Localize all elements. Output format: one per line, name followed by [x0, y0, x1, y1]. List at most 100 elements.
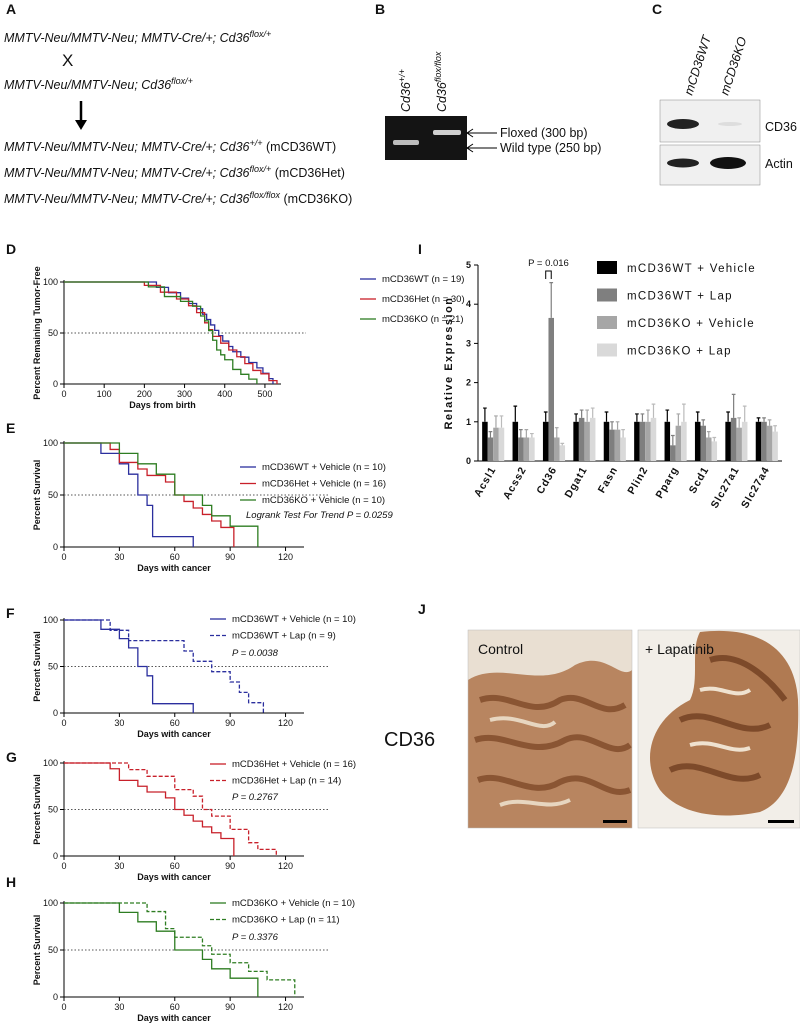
y-tick-label: 0: [53, 851, 58, 861]
error-bar: [742, 405, 747, 422]
error-bar: [635, 413, 639, 422]
blot-band: [718, 122, 742, 126]
error-bar: [706, 431, 711, 438]
survival-curve: [64, 442, 194, 547]
error-bar: [483, 407, 487, 422]
condition-label: + Lapatinib: [645, 641, 714, 657]
annotation: P = 0.2767: [232, 792, 279, 803]
panel-label: H: [6, 874, 16, 890]
legend-label: mCD36KO + Vehicle (n = 10): [262, 495, 385, 506]
y-axis-label: Percent Remaining Tumor-Free: [32, 266, 42, 399]
x-tick-label: 30: [114, 861, 124, 871]
genotype: MMTV-Neu/MMTV-Neu; MMTV-Cre/+; Cd36flox/…: [4, 164, 345, 180]
y-axis-label: Percent Survival: [32, 631, 42, 702]
x-tick-label: 100: [97, 389, 112, 399]
x-axis-label: Days with cancer: [137, 563, 211, 573]
legend-label: mCD36Het + Vehicle (n = 16): [232, 759, 356, 770]
bar: [730, 417, 737, 461]
bar: [694, 421, 701, 461]
survival-curve: [64, 442, 259, 547]
legend-swatch: [597, 288, 617, 302]
x-tick-label: Fasn: [596, 465, 621, 496]
error-bar: [640, 413, 645, 422]
y-tick-label: 0: [53, 542, 58, 552]
bar: [741, 421, 748, 461]
band-label: Wild type (250 bp): [500, 141, 601, 155]
bar: [706, 437, 712, 461]
x-tick-label: 0: [61, 718, 66, 728]
bar: [493, 427, 499, 461]
cross: X: [62, 51, 73, 70]
x-tick-label: Slc27a1: [709, 465, 742, 511]
x-tick-label: 90: [225, 861, 235, 871]
bar: [614, 429, 621, 461]
y-tick-label: 50: [48, 490, 58, 500]
error-bar: [549, 282, 554, 318]
bar: [650, 417, 657, 461]
bar: [675, 425, 682, 461]
error-bar: [695, 411, 700, 422]
error-bar: [499, 415, 504, 428]
bar: [670, 445, 676, 461]
y-tick-label: 50: [48, 805, 58, 815]
bar: [725, 421, 731, 461]
survival-curve: [64, 762, 235, 856]
bar: [603, 421, 610, 461]
bar: [498, 427, 505, 461]
bar: [542, 421, 549, 461]
bar: [609, 429, 615, 461]
histology-image: [467, 629, 633, 829]
error-bar: [560, 442, 565, 446]
x-tick-label: Pparg: [653, 465, 681, 501]
legend-label: mCD36WT + Vehicle (n = 10): [232, 614, 356, 625]
y-tick-label: 1: [466, 417, 471, 427]
condition-label: Control: [478, 641, 523, 657]
legend-swatch: [597, 261, 617, 274]
x-tick-label: 60: [170, 718, 180, 728]
bar: [554, 437, 560, 461]
legend-label: mCD36KO + Vehicle (n = 10): [232, 898, 355, 909]
arrow-head: [75, 120, 87, 130]
x-tick-label: Acss2: [501, 465, 529, 502]
y-axis-label: Percent Survival: [32, 774, 42, 845]
lane-label: Cd36flox/flox: [433, 51, 449, 112]
bar: [518, 437, 524, 461]
significance-bracket: [545, 270, 552, 279]
legend-label: mCD36WT + Lap (n = 9): [232, 631, 336, 642]
x-tick-label: 30: [114, 552, 124, 562]
y-tick-label: 100: [43, 758, 58, 768]
error-bar: [543, 411, 548, 422]
panel-label: F: [6, 605, 15, 621]
genotype: MMTV-Neu/MMTV-Neu; Cd36flox/+: [4, 76, 193, 92]
lane-label: mCD36WT: [682, 33, 715, 97]
y-axis-label: Relative Expression: [443, 296, 455, 429]
error-bar: [773, 425, 777, 432]
genotype: MMTV-Neu/MMTV-Neu; MMTV-Cre/+; Cd36flox/…: [4, 29, 271, 45]
error-bar: [530, 432, 534, 438]
legend-swatch: [597, 343, 617, 357]
annotation: P = 0.0038: [232, 648, 279, 659]
y-axis-label: Percent Survival: [32, 460, 42, 531]
blot-band: [667, 158, 699, 168]
y-tick-label: 100: [43, 898, 58, 908]
x-tick-label: Scd1: [687, 465, 712, 496]
x-tick-label: 60: [170, 1002, 180, 1012]
x-axis-label: Days with cancer: [137, 872, 211, 882]
legend-label: mCD36Het + Vehicle (n = 16): [262, 479, 386, 490]
error-bar: [494, 415, 498, 428]
error-bar: [731, 393, 736, 418]
bar: [700, 425, 706, 461]
row-label: Actin: [765, 157, 793, 171]
error-bar: [762, 417, 766, 422]
bar: [482, 421, 488, 461]
error-bar: [665, 409, 670, 422]
x-tick-label: 30: [114, 718, 124, 728]
legend-label: mCD36WT + Vehicle (n = 10): [262, 462, 386, 473]
panel-label: E: [6, 420, 15, 436]
genotype: MMTV-Neu/MMTV-Neu; MMTV-Cre/+; Cd36flox/…: [4, 190, 352, 206]
x-tick-label: Slc27a4: [739, 465, 772, 511]
x-tick-label: 0: [61, 552, 66, 562]
annotation: P = 0.3376: [232, 932, 279, 943]
x-tick-label: 90: [225, 718, 235, 728]
